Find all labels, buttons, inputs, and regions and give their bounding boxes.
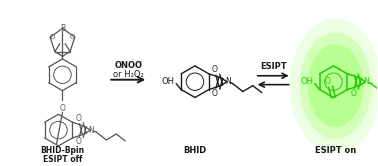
Ellipse shape bbox=[290, 18, 378, 153]
Text: N: N bbox=[364, 77, 369, 86]
Text: O: O bbox=[325, 77, 330, 86]
Ellipse shape bbox=[300, 32, 371, 139]
Text: ⁻: ⁻ bbox=[138, 60, 142, 66]
Text: BHID-Bpin: BHID-Bpin bbox=[40, 146, 85, 155]
Text: O: O bbox=[350, 89, 356, 98]
Text: ESIPT on: ESIPT on bbox=[315, 146, 356, 155]
Text: ESIPT off: ESIPT off bbox=[43, 155, 82, 164]
Text: O: O bbox=[212, 89, 218, 98]
Text: O: O bbox=[212, 65, 218, 74]
Text: N: N bbox=[225, 77, 231, 86]
Text: O: O bbox=[50, 34, 55, 40]
Text: ESIPT: ESIPT bbox=[260, 62, 287, 71]
Text: OH: OH bbox=[162, 77, 175, 86]
Text: N: N bbox=[88, 126, 94, 135]
Text: O: O bbox=[75, 114, 81, 123]
Text: O: O bbox=[59, 104, 65, 113]
Ellipse shape bbox=[308, 44, 363, 127]
Text: or H₂O₂: or H₂O₂ bbox=[113, 70, 144, 79]
Text: OH: OH bbox=[300, 77, 313, 86]
Text: O: O bbox=[75, 137, 81, 146]
Text: B: B bbox=[60, 24, 65, 33]
Text: O: O bbox=[70, 34, 76, 40]
Text: BHID: BHID bbox=[183, 146, 207, 155]
Text: ONOO: ONOO bbox=[114, 61, 142, 70]
